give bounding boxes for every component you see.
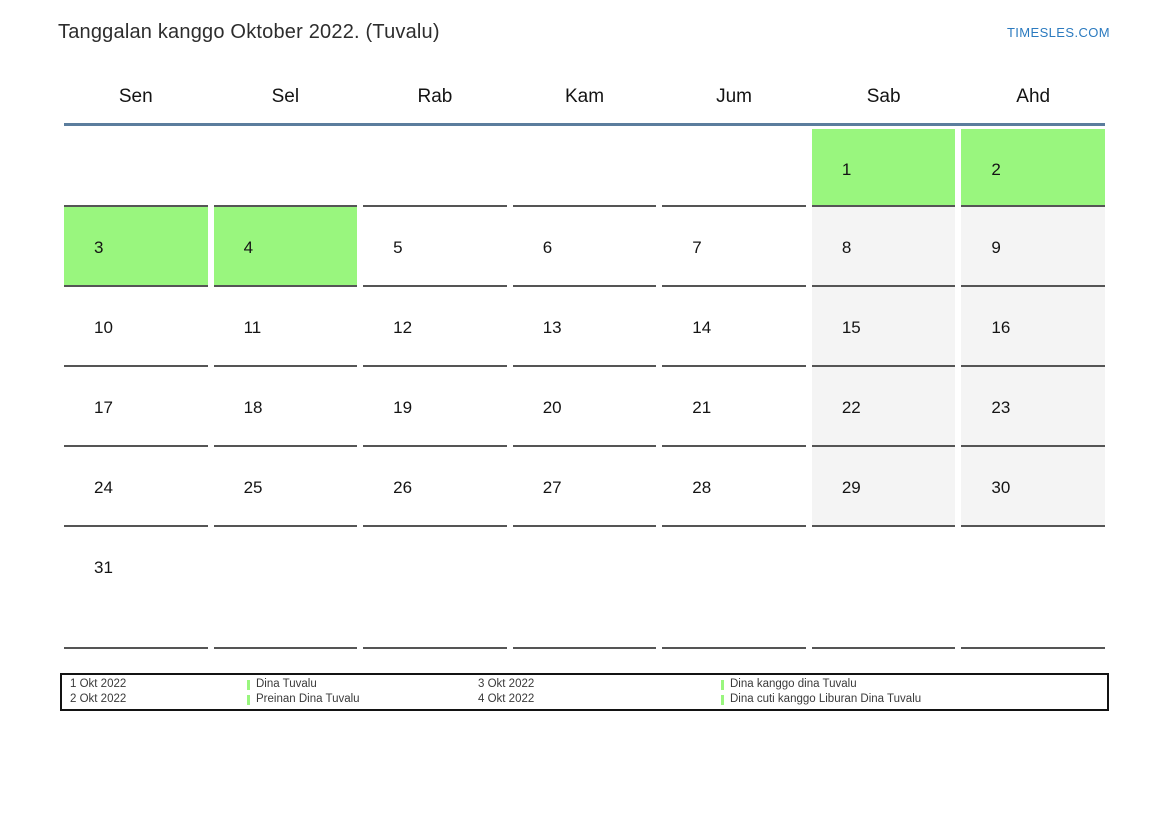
calendar: Sen Sel Rab Kam Jum Sab Ahd 1 2 3 4 5 6 7 8 9 10 11 12 13 1… xyxy=(64,70,1105,649)
day-cell-20: 20 xyxy=(512,367,657,447)
weekday-header-row: Sen Sel Rab Kam Jum Sab Ahd xyxy=(64,70,1105,126)
empty-cell xyxy=(662,527,806,649)
day-cell-18: 18 xyxy=(213,367,358,447)
day-cell-1: 1 xyxy=(811,129,956,207)
legend-date: 2 Okt 2022 xyxy=(70,693,127,705)
day-cell-8: 8 xyxy=(811,207,956,287)
empty-cell xyxy=(363,129,507,207)
weekday-header-sel: Sel xyxy=(271,85,300,107)
holiday-color-bar-icon xyxy=(721,679,724,690)
day-cell-2: 2 xyxy=(961,129,1105,207)
day-cell-25: 25 xyxy=(213,447,358,527)
holiday-color-bar-icon xyxy=(247,679,250,690)
empty-cell xyxy=(512,527,657,649)
day-cell-12: 12 xyxy=(363,287,507,367)
empty-cell xyxy=(213,527,358,649)
day-cell-10: 10 xyxy=(64,287,208,367)
day-cell-24: 24 xyxy=(64,447,208,527)
empty-cell xyxy=(213,129,358,207)
day-cell-28: 28 xyxy=(662,447,806,527)
legend-item-label: Preinan Dina Tuvalu xyxy=(256,693,360,705)
day-cell-5: 5 xyxy=(363,207,507,287)
day-cell-16: 16 xyxy=(961,287,1105,367)
day-cell-31: 31 xyxy=(64,527,208,649)
legend-item-label: Dina Tuvalu xyxy=(256,678,317,690)
day-cell-27: 27 xyxy=(512,447,657,527)
empty-cell xyxy=(961,527,1105,649)
empty-cell xyxy=(64,129,208,207)
legend-date: 3 Okt 2022 xyxy=(478,678,535,690)
weekday-header-kam: Kam xyxy=(564,85,605,107)
legend-item: Preinan Dina Tuvalu xyxy=(247,692,478,707)
day-cell-23: 23 xyxy=(961,367,1105,447)
legend-date: 4 Okt 2022 xyxy=(478,693,535,705)
weekday-header-jum: Jum xyxy=(716,85,753,107)
weekday-header-rab: Rab xyxy=(417,85,453,107)
day-cell-21: 21 xyxy=(662,367,806,447)
day-cell-9: 9 xyxy=(961,207,1105,287)
holiday-color-bar-icon xyxy=(721,694,724,705)
day-cell-19: 19 xyxy=(363,367,507,447)
day-cell-11: 11 xyxy=(213,287,358,367)
legend-item: Dina kanggo dina Tuvalu xyxy=(721,677,1107,692)
calendar-grid: 1 2 3 4 5 6 7 8 9 10 11 12 13 14 15 16 17 18 19 20 21 22 23 24 2… xyxy=(64,129,1105,649)
day-cell-22: 22 xyxy=(811,367,956,447)
legend-item: Dina cuti kanggo Liburan Dina Tuvalu xyxy=(721,692,1107,707)
weekday-header-ahd: Ahd xyxy=(1016,85,1051,107)
empty-cell xyxy=(363,527,507,649)
empty-cell xyxy=(662,129,806,207)
weekday-header-sen: Sen xyxy=(118,85,153,107)
day-cell-3: 3 xyxy=(64,207,208,287)
day-cell-26: 26 xyxy=(363,447,507,527)
empty-cell xyxy=(512,129,657,207)
empty-cell xyxy=(811,527,956,649)
holiday-color-bar-icon xyxy=(247,694,250,705)
day-cell-4: 4 xyxy=(213,207,358,287)
legend-item-label: Dina cuti kanggo Liburan Dina Tuvalu xyxy=(730,693,922,705)
legend-item-label: Dina kanggo dina Tuvalu xyxy=(730,678,857,690)
legend-box: 1 Okt 2022 Dina Tuvalu 3 Okt 2022 Dina kang… xyxy=(60,673,1109,711)
page-title: Tanggalan kanggo Oktober 2022. (Tuvalu) xyxy=(58,21,440,43)
day-cell-7: 7 xyxy=(662,207,806,287)
day-cell-15: 15 xyxy=(811,287,956,367)
day-cell-14: 14 xyxy=(662,287,806,367)
legend-item: Dina Tuvalu xyxy=(247,677,478,692)
weekday-header-sab: Sab xyxy=(866,85,901,107)
legend-date: 1 Okt 2022 xyxy=(70,678,127,690)
day-cell-29: 29 xyxy=(811,447,956,527)
day-cell-30: 30 xyxy=(961,447,1105,527)
timesles-link[interactable]: TIMESLES.COM xyxy=(1006,25,1110,40)
day-cell-6: 6 xyxy=(512,207,657,287)
day-cell-17: 17 xyxy=(64,367,208,447)
day-cell-13: 13 xyxy=(512,287,657,367)
